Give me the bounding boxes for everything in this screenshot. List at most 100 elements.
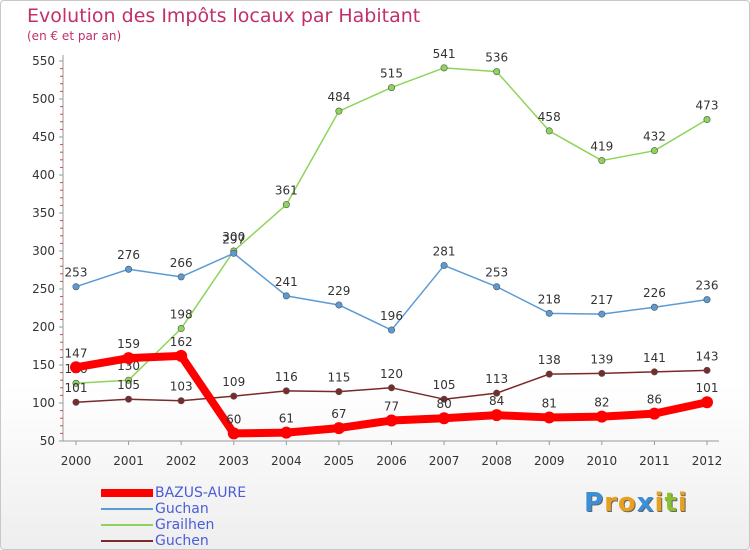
data-label: 77 <box>384 399 399 413</box>
series-guchen: 101 105 103 109 116 115 120 105 113 138 139 141 143 <box>65 349 719 406</box>
data-label: 541 <box>433 47 456 61</box>
data-point <box>177 397 185 405</box>
data-point <box>122 352 135 365</box>
data-label: 101 <box>65 381 88 395</box>
data-point <box>703 296 711 304</box>
data-point <box>230 392 238 400</box>
data-label: 143 <box>696 349 719 363</box>
data-label: 515 <box>380 67 403 81</box>
data-label: 109 <box>222 375 245 389</box>
series-guchan: 253 276 266 297 241 229 196 281 253 218 217 226 236 <box>65 232 718 334</box>
data-point <box>72 398 80 406</box>
x-tick-label: 2005 <box>324 454 355 468</box>
y-tick-label: 200 <box>32 320 55 334</box>
data-point <box>703 116 711 124</box>
data-point <box>440 395 448 403</box>
legend-label: Grailhen <box>155 517 215 533</box>
data-label: 484 <box>327 90 350 104</box>
x-tick-label: 2008 <box>481 454 512 468</box>
y-tick-label: 400 <box>32 168 55 182</box>
data-label: 103 <box>170 380 193 394</box>
chart-subtitle: (en € et par an) <box>27 29 122 43</box>
data-point <box>598 369 606 377</box>
x-tick-label: 2001 <box>113 454 144 468</box>
data-label: 226 <box>643 286 666 300</box>
logo-letter: i <box>677 488 688 518</box>
data-point <box>598 310 606 318</box>
x-tick-label: 2003 <box>218 454 249 468</box>
data-point <box>701 396 713 409</box>
y-tick-label: 550 <box>32 54 55 68</box>
data-point <box>282 292 290 300</box>
data-label: 162 <box>170 335 193 349</box>
data-point <box>493 283 501 291</box>
data-label: 253 <box>65 266 88 280</box>
data-label: 82 <box>594 396 609 410</box>
x-tick-label: 2000 <box>61 454 92 468</box>
data-label: 60 <box>226 412 241 426</box>
chart-title: Evolution des Impôts locaux par Habitant <box>27 5 421 27</box>
legend-label: Guchen <box>155 533 209 549</box>
x-tick-label: 2004 <box>271 454 302 468</box>
data-point <box>335 301 343 309</box>
logo-letter: P <box>584 488 605 518</box>
data-label: 81 <box>542 396 557 410</box>
y-tick-label: 100 <box>32 396 55 410</box>
data-label: 217 <box>590 293 613 307</box>
logo-letter: i <box>654 488 665 518</box>
legend-label: BAZUS-AURE <box>155 485 247 501</box>
data-point <box>440 261 448 269</box>
y-tick-label: 150 <box>32 358 55 372</box>
data-point <box>650 303 658 311</box>
data-point <box>70 361 82 374</box>
data-point <box>335 107 343 115</box>
y-tick-label: 500 <box>32 92 55 106</box>
data-label: 115 <box>327 371 350 385</box>
x-tick-label: 2011 <box>639 454 670 468</box>
data-point <box>387 84 395 92</box>
data-label: 276 <box>117 248 140 262</box>
data-point <box>490 409 503 422</box>
data-point <box>125 376 133 384</box>
logo-letter: r <box>604 488 618 518</box>
proxiti-logo: Proxiti <box>584 488 688 518</box>
data-label: 218 <box>538 292 561 306</box>
x-tick-label: 2007 <box>429 454 460 468</box>
x-tick-label: 2002 <box>166 454 197 468</box>
data-label: 86 <box>647 393 662 407</box>
data-label: 196 <box>380 309 403 323</box>
data-point <box>650 147 658 155</box>
data-point <box>595 410 608 423</box>
logo-letter: x <box>636 488 655 518</box>
x-tick-label: 2006 <box>376 454 407 468</box>
data-point <box>545 127 553 135</box>
data-label: 159 <box>117 337 140 351</box>
data-label: 419 <box>590 140 613 154</box>
legend-swatch <box>101 508 153 510</box>
data-point <box>72 379 80 387</box>
data-point <box>332 422 345 435</box>
data-label: 361 <box>275 184 298 198</box>
chart-axes: 50 100 150 200 250 300 350 400 450 500 550 2000 2001… <box>32 54 722 468</box>
data-point <box>385 414 398 427</box>
data-label: 147 <box>65 346 88 360</box>
data-point <box>387 326 395 334</box>
data-label: 139 <box>590 352 613 366</box>
data-label: 266 <box>170 256 193 270</box>
data-label: 458 <box>538 110 561 124</box>
data-label: 241 <box>275 275 298 289</box>
y-tick-label: 50 <box>40 434 55 448</box>
logo-letter: o <box>617 488 637 518</box>
data-point <box>648 407 661 420</box>
data-point <box>703 366 711 374</box>
data-label: 473 <box>696 99 719 113</box>
data-point <box>177 273 185 281</box>
legend-swatch <box>101 524 153 526</box>
data-label: 84 <box>489 394 504 408</box>
data-point <box>72 283 80 291</box>
y-tick-label: 350 <box>32 206 55 220</box>
data-point <box>177 325 185 333</box>
data-label: 105 <box>117 378 140 392</box>
y-tick-label: 300 <box>32 244 55 258</box>
